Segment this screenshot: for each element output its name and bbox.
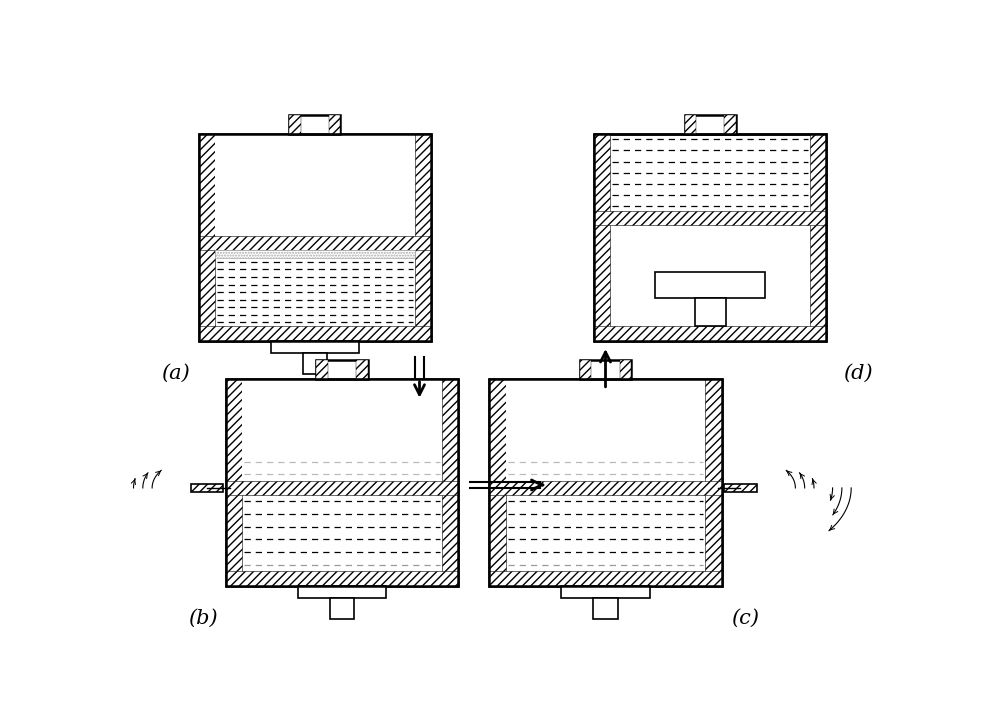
Bar bbox=[199, 134, 431, 341]
Bar bbox=[810, 134, 826, 341]
Bar bbox=[242, 379, 442, 481]
Bar bbox=[580, 360, 591, 379]
Bar bbox=[724, 484, 757, 492]
Bar bbox=[705, 379, 722, 585]
Bar bbox=[593, 598, 618, 619]
Bar bbox=[215, 134, 415, 236]
Bar bbox=[215, 250, 415, 258]
Bar bbox=[594, 134, 826, 341]
Bar bbox=[271, 341, 359, 353]
Bar bbox=[199, 134, 431, 341]
Text: (d): (d) bbox=[843, 364, 872, 383]
Bar bbox=[289, 115, 340, 134]
Bar bbox=[561, 585, 650, 598]
Bar bbox=[226, 571, 458, 585]
Text: (c): (c) bbox=[731, 609, 759, 628]
Bar bbox=[489, 379, 506, 585]
Bar bbox=[620, 360, 631, 379]
Bar bbox=[199, 326, 431, 341]
Bar bbox=[442, 379, 458, 585]
Bar bbox=[695, 298, 726, 326]
Bar bbox=[489, 571, 722, 585]
Bar bbox=[489, 481, 722, 495]
Bar bbox=[226, 379, 242, 585]
Bar bbox=[199, 134, 215, 341]
Bar bbox=[329, 115, 340, 134]
Bar bbox=[594, 134, 826, 341]
Bar bbox=[226, 379, 458, 585]
Bar bbox=[655, 272, 765, 298]
Bar bbox=[594, 211, 826, 225]
Bar bbox=[685, 115, 696, 134]
Bar bbox=[594, 326, 826, 341]
Bar bbox=[330, 598, 354, 619]
Bar bbox=[415, 134, 431, 341]
Bar bbox=[303, 353, 327, 374]
Text: (a): (a) bbox=[161, 364, 190, 383]
Bar bbox=[316, 360, 368, 379]
Bar bbox=[226, 481, 458, 495]
Text: (b): (b) bbox=[188, 609, 217, 628]
Bar bbox=[685, 115, 736, 134]
Bar bbox=[489, 379, 722, 585]
Bar bbox=[356, 360, 368, 379]
Bar bbox=[580, 360, 631, 379]
Bar bbox=[724, 115, 736, 134]
Bar bbox=[298, 585, 386, 598]
Bar bbox=[289, 115, 301, 134]
Bar bbox=[489, 379, 722, 585]
Bar bbox=[199, 236, 431, 250]
Bar bbox=[191, 484, 223, 492]
Bar bbox=[316, 360, 328, 379]
Bar bbox=[594, 134, 610, 341]
Bar bbox=[226, 379, 458, 585]
Bar bbox=[506, 379, 705, 481]
